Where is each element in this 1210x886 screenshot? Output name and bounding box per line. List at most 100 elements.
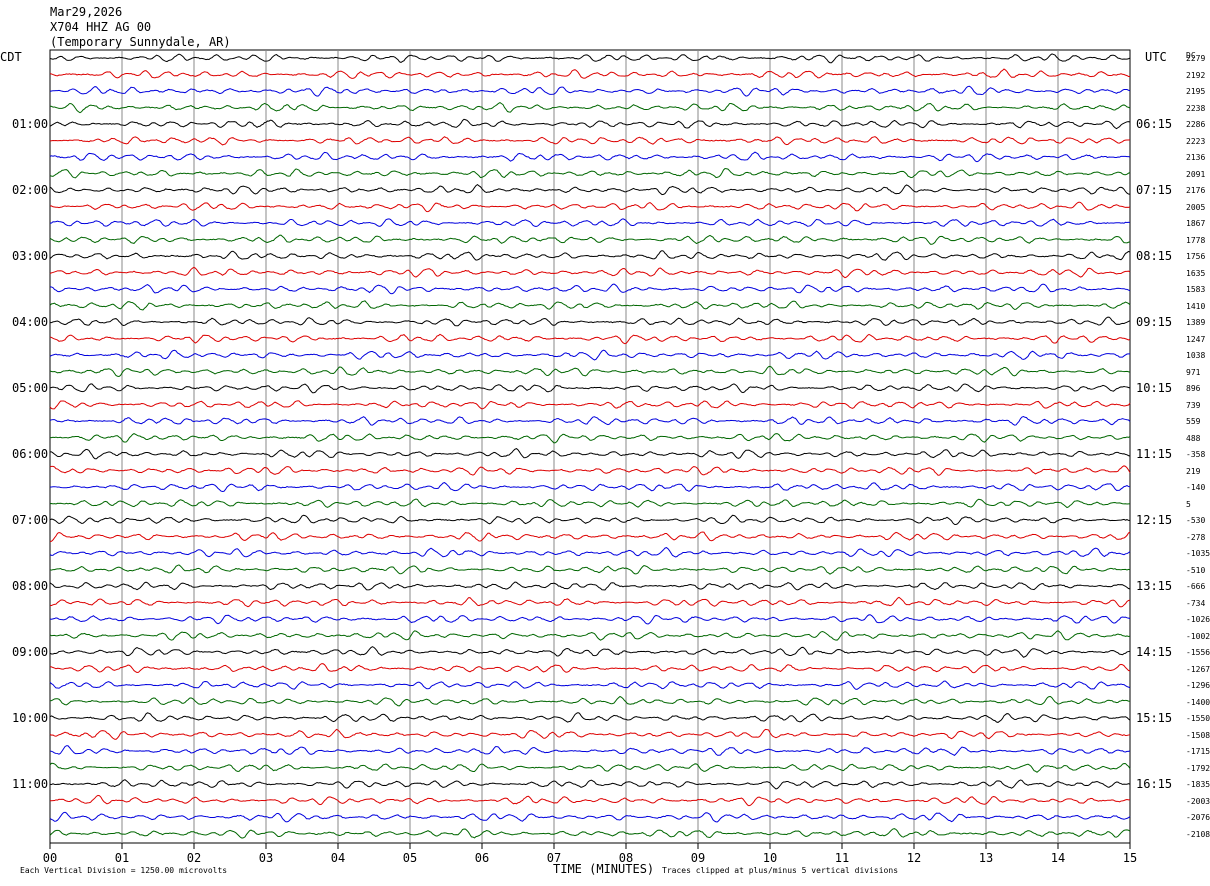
- seismic-trace: [49, 118, 1131, 130]
- seismic-trace: [49, 630, 1131, 641]
- dc-offset-label: 2195: [1186, 87, 1206, 96]
- dc-offset-label: -2076: [1186, 813, 1210, 822]
- dc-offset-label: 1038: [1186, 351, 1206, 360]
- dc-offset-label: 2091: [1186, 169, 1206, 179]
- seismic-trace: [49, 53, 1131, 64]
- dc-offset-label: 896: [1186, 384, 1201, 393]
- dc-offset-label: 559: [1186, 417, 1201, 426]
- seismic-trace: [49, 498, 1131, 509]
- hour-label-utc: 11:15: [1136, 447, 1173, 461]
- seismic-trace: [49, 68, 1131, 79]
- hour-label-utc: 08:15: [1136, 249, 1173, 263]
- dc-offset-label: 219: [1186, 466, 1201, 476]
- dc-offset-label: -2108: [1186, 829, 1210, 839]
- seismic-trace: [49, 365, 1131, 377]
- x-tick-label: 14: [1050, 851, 1066, 865]
- seismic-trace: [49, 531, 1131, 542]
- dc-offset-label: -1296: [1186, 681, 1210, 690]
- plot-frame: [49, 49, 1131, 844]
- seismic-trace: [49, 250, 1131, 261]
- hour-label-local: 04:00: [12, 315, 49, 329]
- x-tick-label: 02: [186, 851, 202, 865]
- x-tick-label: 08: [618, 851, 634, 865]
- hour-label-utc: 15:15: [1136, 711, 1173, 725]
- hour-label-utc: 06:15: [1136, 117, 1173, 131]
- hour-label-local: 11:00: [12, 777, 49, 791]
- x-tick-label: 05: [402, 851, 418, 865]
- dc-offset-label: -1835: [1186, 780, 1210, 789]
- dc-offset-label: 971: [1186, 367, 1201, 377]
- dc-offset-label: 1867: [1186, 219, 1206, 228]
- x-tick-label: 15: [1122, 851, 1138, 865]
- dc-offset-label: -1550: [1186, 714, 1210, 723]
- hour-label-utc: 12:15: [1136, 513, 1173, 527]
- dc-offset-label: -2003: [1186, 796, 1210, 806]
- dc-offset-label: -530: [1186, 516, 1206, 525]
- dc-offset-label: 2238: [1186, 103, 1206, 113]
- dc-offset-label: 5: [1186, 499, 1191, 509]
- seismic-trace: [49, 218, 1131, 228]
- seismic-trace: [49, 663, 1131, 674]
- x-tick-label: 06: [474, 851, 490, 865]
- dc-offset-label: -1267: [1186, 664, 1210, 674]
- dc-offset-label: 2136: [1186, 153, 1206, 162]
- seismic-trace: [49, 448, 1131, 460]
- seismic-trace: [49, 136, 1131, 146]
- seismic-trace: [49, 101, 1131, 114]
- seismic-trace: [49, 596, 1131, 608]
- seismic-trace: [49, 564, 1131, 575]
- dc-offset-label: 739: [1186, 400, 1201, 410]
- seismic-traces: [49, 53, 1131, 839]
- hour-label-utc: 14:15: [1136, 645, 1173, 659]
- x-tick-label: 01: [114, 851, 130, 865]
- hour-label-utc: 16:15: [1136, 777, 1173, 791]
- dc-offset-label: 2286: [1186, 120, 1206, 129]
- seismic-trace: [49, 349, 1131, 361]
- seismic-trace: [49, 416, 1131, 426]
- scale-note: Each Vertical Division = 1250.00 microvo…: [20, 866, 228, 875]
- dc-offset-label: 1778: [1186, 235, 1206, 245]
- x-tick-label: 00: [42, 851, 58, 865]
- dc-offset-label: -278: [1186, 532, 1206, 542]
- header-station: (Temporary Sunnydale, AR): [50, 35, 231, 49]
- seismic-trace: [49, 581, 1131, 591]
- seismic-trace: [49, 481, 1131, 492]
- dc-header: DC: [1186, 51, 1196, 60]
- dc-offset-label: -1035: [1186, 549, 1210, 558]
- header-date: Mar29,2026: [50, 5, 123, 19]
- dc-offset-label: -666: [1186, 582, 1206, 591]
- hour-label-utc: 09:15: [1136, 315, 1173, 329]
- dc-offset-label: 1583: [1186, 285, 1206, 294]
- seismic-trace: [49, 811, 1131, 823]
- hour-label-local: 09:00: [12, 645, 49, 659]
- dc-offset-label: -1002: [1186, 631, 1210, 641]
- seismic-trace: [49, 779, 1131, 790]
- dc-offset-label: 1635: [1186, 268, 1206, 278]
- seismic-trace: [49, 167, 1131, 179]
- x-axis-title: TIME (MINUTES): [553, 862, 655, 876]
- header-channel: X704 HHZ AG 00: [50, 20, 152, 34]
- dc-offset-label: 1247: [1186, 334, 1206, 344]
- dc-offset-label: -734: [1186, 598, 1206, 608]
- dc-offset-label: -358: [1186, 450, 1206, 459]
- dc-offset-label: -1715: [1186, 747, 1210, 756]
- seismic-trace: [49, 400, 1131, 410]
- x-tick-label: 03: [258, 851, 274, 865]
- seismic-trace: [49, 514, 1131, 525]
- hour-label-local: 05:00: [12, 381, 49, 395]
- seismic-trace: [49, 547, 1131, 558]
- dc-offset-label: -1792: [1186, 763, 1210, 773]
- hour-label-local: 01:00: [12, 117, 49, 131]
- seismic-trace: [49, 680, 1131, 690]
- clip-note: Traces clipped at plus/minus 5 vertical …: [662, 866, 899, 875]
- hour-label-utc: 13:15: [1136, 579, 1173, 593]
- hour-label-utc: 10:15: [1136, 381, 1173, 395]
- hour-label-local: 10:00: [12, 711, 49, 725]
- seismic-trace: [49, 828, 1131, 839]
- dc-offset-label: 1389: [1186, 318, 1206, 327]
- x-tick-label: 07: [546, 851, 562, 865]
- seismic-trace: [49, 695, 1131, 707]
- grid-lines: [49, 49, 1131, 849]
- seismic-trace: [50, 433, 1131, 444]
- seismic-trace: [49, 383, 1131, 394]
